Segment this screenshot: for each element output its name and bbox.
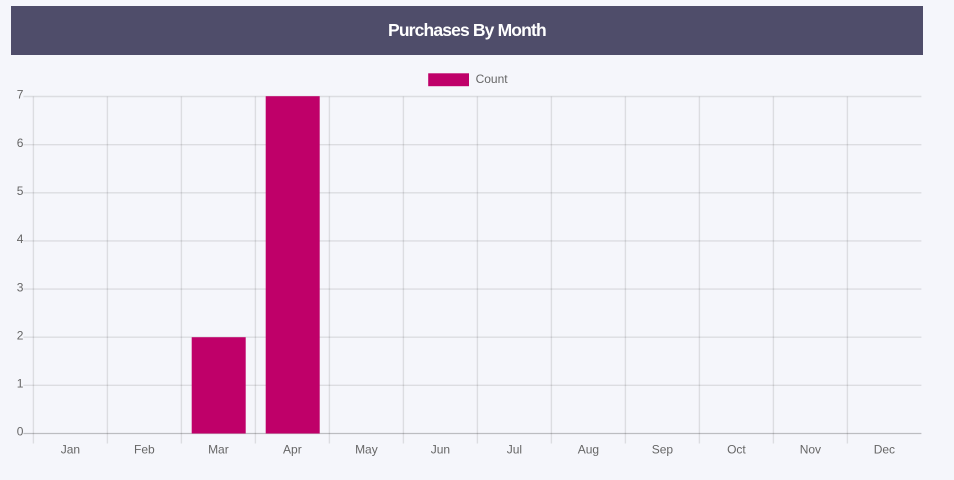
- svg-text:Jun: Jun: [431, 442, 450, 456]
- svg-text:0: 0: [17, 425, 24, 439]
- svg-text:Count: Count: [476, 72, 509, 86]
- svg-text:May: May: [355, 442, 378, 456]
- svg-text:Oct: Oct: [727, 442, 746, 456]
- svg-text:4: 4: [17, 232, 24, 246]
- svg-text:Jan: Jan: [61, 442, 80, 456]
- svg-text:Mar: Mar: [208, 442, 229, 456]
- svg-text:Dec: Dec: [874, 442, 895, 456]
- svg-text:3: 3: [17, 280, 24, 294]
- svg-text:Nov: Nov: [800, 442, 821, 456]
- svg-text:7: 7: [17, 88, 24, 102]
- svg-text:Feb: Feb: [134, 442, 155, 456]
- svg-text:2: 2: [17, 328, 24, 342]
- svg-text:6: 6: [17, 136, 24, 150]
- svg-text:Apr: Apr: [283, 442, 302, 456]
- svg-text:5: 5: [17, 184, 24, 198]
- svg-text:Jul: Jul: [507, 442, 522, 456]
- svg-text:1: 1: [17, 377, 24, 391]
- svg-text:Sep: Sep: [652, 442, 674, 456]
- svg-text:Aug: Aug: [578, 442, 599, 456]
